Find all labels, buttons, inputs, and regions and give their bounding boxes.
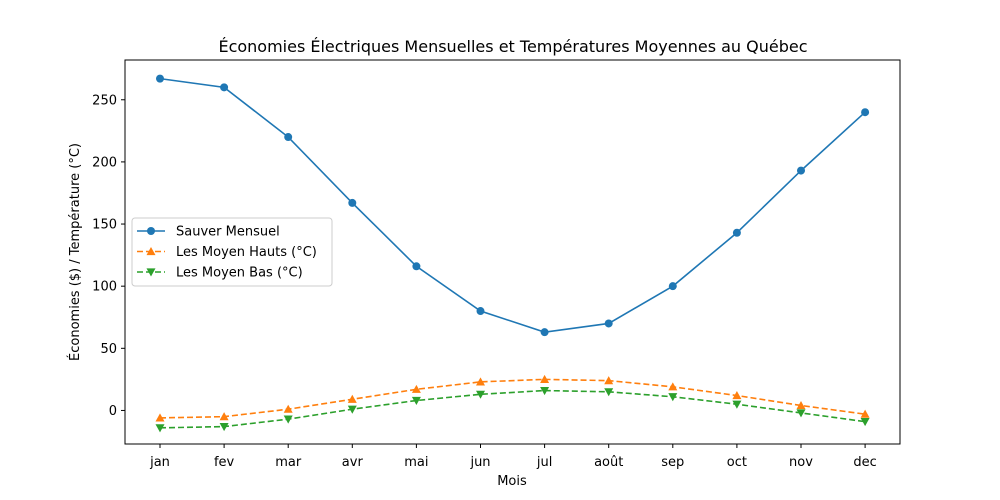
- data-point: [860, 418, 870, 427]
- data-point: [219, 423, 229, 432]
- data-point: [347, 405, 357, 414]
- legend-box: [131, 217, 333, 287]
- data-point: [219, 412, 229, 421]
- data-point: [668, 282, 677, 291]
- data-point: [540, 328, 549, 337]
- data-point: [156, 74, 164, 83]
- data-point: [476, 377, 485, 386]
- x-tick-label: sep: [661, 455, 684, 470]
- series-line: [159, 77, 866, 333]
- y-axis: 0 50 100 150 200 250: [92, 93, 125, 419]
- data-point: [348, 198, 357, 207]
- data-point: [220, 83, 229, 92]
- data-point: [283, 415, 293, 424]
- x-axis: jan fev mar avr mai jun jul août sep oct nov dec: [149, 444, 877, 470]
- y-tick-label: 150: [92, 218, 117, 233]
- legend: Sauver Mensuel Les Moyen Hauts (°C) Les Mo…: [131, 217, 333, 287]
- data-point: [412, 262, 421, 271]
- y-tick-label: 200: [92, 155, 117, 170]
- x-axis-title: Mois: [497, 474, 527, 489]
- data-point: [476, 307, 485, 316]
- legend-marker: [146, 247, 156, 256]
- data-point: [540, 386, 550, 396]
- data-point: [668, 393, 678, 402]
- legend-item: Les Moyen Bas (°C): [137, 266, 303, 281]
- plot-area: [155, 74, 870, 433]
- data-point: [860, 409, 870, 418]
- data-point: [604, 388, 614, 397]
- data-point: [347, 394, 357, 403]
- y-tick-label: 50: [100, 342, 117, 357]
- data-point: [155, 413, 165, 422]
- y-tick-label: 0: [109, 404, 117, 419]
- legend-item: Sauver Mensuel: [137, 225, 280, 240]
- y-axis-title: Économies ($) / Température (°C): [67, 143, 83, 361]
- legend-label: Sauver Mensuel: [176, 225, 280, 240]
- x-tick-label: mai: [404, 455, 428, 470]
- legend-label: Les Moyen Bas (°C): [176, 266, 303, 281]
- series-3: [155, 386, 870, 433]
- data-point: [604, 319, 613, 328]
- x-tick-label: jul: [536, 455, 552, 470]
- x-tick-label: jan: [149, 455, 170, 470]
- y-tick-label: 250: [92, 93, 117, 108]
- legend-marker: [146, 268, 156, 277]
- data-point: [284, 133, 293, 142]
- x-tick-label: avr: [342, 455, 364, 470]
- data-point: [796, 400, 806, 410]
- data-point: [797, 166, 805, 175]
- data-point: [861, 108, 870, 117]
- x-tick-label: mar: [275, 455, 302, 470]
- data-point: [476, 390, 485, 399]
- data-point: [732, 228, 741, 237]
- x-tick-label: nov: [789, 455, 813, 470]
- legend-label: Les Moyen Hauts (°C): [176, 245, 317, 260]
- data-point: [411, 384, 421, 393]
- x-tick-label: fev: [214, 455, 235, 470]
- x-tick-label: jun: [469, 455, 490, 470]
- data-point: [796, 409, 806, 418]
- data-point: [155, 424, 165, 433]
- data-point: [540, 374, 550, 383]
- data-point: [732, 400, 742, 409]
- x-tick-label: août: [594, 455, 623, 470]
- chart-title: Économies Électriques Mensuelles et Temp…: [218, 37, 807, 56]
- data-point: [604, 376, 614, 385]
- series-1: [156, 74, 870, 337]
- legend-item: Les Moyen Hauts (°C): [137, 245, 317, 260]
- plot-frame: [124, 59, 901, 445]
- series-2: [155, 374, 870, 422]
- data-point: [668, 382, 678, 391]
- legend-marker: [147, 227, 155, 235]
- y-tick-label: 100: [92, 280, 117, 295]
- x-tick-label: oct: [727, 455, 747, 470]
- x-tick-label: dec: [853, 455, 876, 470]
- series-line: [159, 378, 866, 419]
- data-point: [732, 391, 742, 400]
- data-point: [411, 396, 421, 406]
- series-line: [159, 389, 866, 429]
- data-point: [283, 404, 293, 413]
